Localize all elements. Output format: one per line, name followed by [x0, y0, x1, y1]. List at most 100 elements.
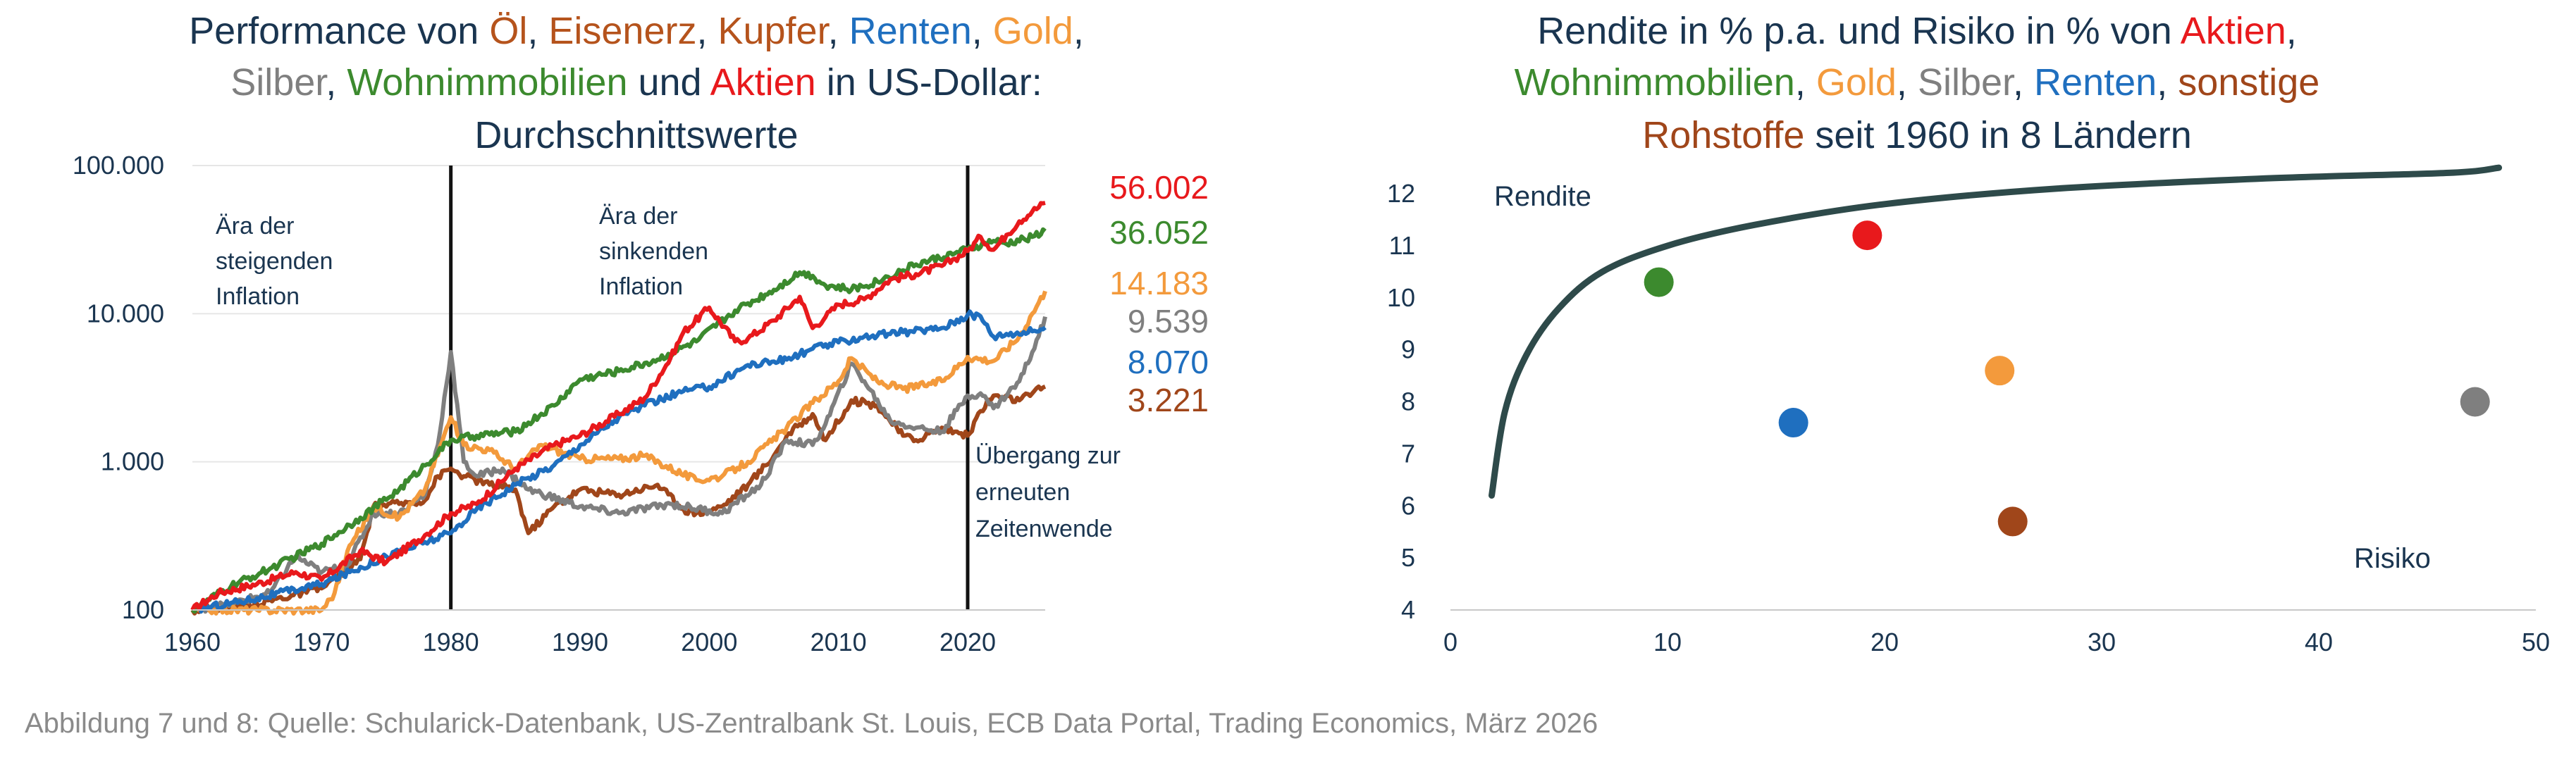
era3-line-1: Übergang zur	[975, 442, 1121, 469]
left-title-1-run-2: ,	[527, 10, 548, 52]
series-line-wohnimmobilien	[191, 227, 1047, 614]
left-y-tick-label: 100	[122, 595, 164, 624]
right-title-line-1: Rendite in % p.a. und Risiko in % von Ak…	[1537, 10, 2297, 52]
left-title-1-run-6: ,	[828, 10, 849, 52]
end-value-labels: 56.002 36.052 14.183 9.539 8.070 3.221	[1109, 169, 1209, 418]
series-line-renten	[190, 309, 1047, 614]
right-x-tick-label: 10	[1653, 628, 1682, 656]
left-x-tick-label: 2000	[681, 628, 737, 656]
right-title-3-run-0: Rohstoffe	[1642, 114, 1804, 156]
era-annotation-turning-point: Übergang zur erneuten Zeitenwende	[975, 442, 1121, 542]
point-silber	[2460, 387, 2490, 417]
era-annotation-falling-inflation: Ära der sinkenden Inflation	[599, 203, 708, 300]
left-title-2-run-3: und	[627, 61, 710, 104]
left-title-line-1: Performance von Öl, Eisenerz, Kupfer, Re…	[189, 10, 1084, 52]
x-axis-label-risiko: Risiko	[2354, 543, 2431, 574]
end-label-gold: 14.183	[1109, 265, 1209, 301]
right-y-tick-label: 6	[1401, 491, 1415, 520]
left-title-1-run-7: Renten	[849, 10, 972, 52]
point-sonstige-rohstoffe	[1997, 506, 2028, 537]
era2-line-3: Inflation	[599, 273, 683, 300]
point-gold	[1985, 356, 2015, 386]
end-label-rohstoffe: 3.221	[1128, 382, 1209, 418]
left-title-line-3: Durchschnittswerte	[474, 114, 798, 156]
right-title-2-run-0: Wohnimmobilien	[1515, 61, 1795, 104]
right-title-2-run-8: sonstige	[2178, 61, 2319, 104]
era1-line-3: Inflation	[216, 283, 300, 310]
left-title-line-2: Silber, Wohnimmobilien und Aktien in US-…	[230, 61, 1042, 104]
right-y-tick-labels: 4 5 6 7 8 9 10 11 12	[1387, 179, 1415, 624]
left-x-tick-label: 2010	[811, 628, 867, 656]
left-title-1-run-0: Performance von	[189, 10, 489, 52]
left-title-1-run-4: ,	[696, 10, 717, 52]
left-y-tick-label: 10.000	[87, 299, 164, 328]
series-line-silber	[191, 316, 1047, 614]
left-title-2-run-1: ,	[326, 61, 347, 104]
era1-line-1: Ära der	[216, 213, 295, 239]
right-title-1-run-0: Rendite in % p.a. und Risiko in % von	[1537, 10, 2181, 52]
right-y-tick-label: 8	[1401, 387, 1415, 416]
right-x-tick-labels: 0 10 20 30 40 50	[1443, 628, 2550, 656]
era-annotation-rising-inflation: Ära der steigenden Inflation	[216, 213, 333, 310]
right-title-2-run-5: ,	[2013, 61, 2034, 104]
left-y-tick-label: 100.000	[73, 151, 164, 180]
series-line-gold	[191, 290, 1047, 616]
left-series-lines	[190, 201, 1047, 616]
left-title-1-run-3: Eisenerz	[548, 10, 696, 52]
point-renten	[1778, 408, 1808, 438]
right-x-tick-label: 50	[2522, 628, 2550, 656]
end-label-renten: 8.070	[1128, 344, 1209, 380]
end-label-wohnimmobilien: 36.052	[1109, 214, 1209, 251]
right-title-2-run-7: ,	[2157, 61, 2178, 104]
left-x-tick-label: 1960	[164, 628, 221, 656]
right-y-tick-label: 5	[1401, 543, 1415, 572]
right-y-tick-label: 9	[1401, 335, 1415, 364]
right-title-line-2: Wohnimmobilien, Gold, Silber, Renten, so…	[1515, 61, 2320, 104]
era2-line-2: sinkenden	[599, 238, 708, 265]
left-y-tick-labels: 100 1.000 10.000 100.000	[73, 151, 164, 624]
point-aktien	[1852, 220, 1882, 251]
left-title-1-run-5: Kupfer	[717, 10, 830, 52]
left-title-2-run-0: Silber	[230, 61, 328, 104]
right-title-3-run-1: seit 1960 in 8 Ländern	[1804, 114, 2191, 156]
right-title-2-run-1: ,	[1795, 61, 1816, 104]
left-title-3-run-0: Durchschnittswerte	[474, 114, 798, 156]
left-title-2-run-5: in US-Dollar:	[816, 61, 1042, 104]
right-y-tick-label: 4	[1401, 595, 1415, 624]
left-title-1-run-8: ,	[972, 10, 993, 52]
left-title-2-run-4: Aktien	[710, 61, 816, 104]
left-title-1-run-9: Gold	[993, 10, 1073, 52]
left-x-tick-label: 1980	[423, 628, 479, 656]
right-x-tick-label: 30	[2088, 628, 2116, 656]
era3-line-2: erneuten	[975, 479, 1070, 506]
left-x-tick-label: 1970	[293, 628, 350, 656]
left-title-2-run-2: Wohnimmobilien	[347, 61, 627, 104]
right-title-2-run-6: Renten	[2034, 61, 2157, 104]
right-title-line-3: Rohstoffe seit 1960 in 8 Ländern	[1642, 114, 2192, 156]
efficient-frontier-curve	[1489, 164, 2503, 499]
asset-points	[1644, 220, 2490, 537]
performance-chart: Performance von Öl, Eisenerz, Kupfer, Re…	[73, 10, 1209, 656]
point-wohnimmobilien	[1644, 267, 1674, 297]
right-y-tick-label: 11	[1389, 231, 1415, 260]
y-axis-label-rendite: Rendite	[1494, 181, 1591, 212]
left-title-1-run-10: ,	[1073, 10, 1084, 52]
left-y-tick-label: 1.000	[101, 447, 164, 476]
right-x-tick-label: 40	[2305, 628, 2333, 656]
left-era-divider-lines	[449, 166, 970, 610]
right-title-1-run-2: ,	[2286, 10, 2297, 52]
right-y-tick-label: 10	[1387, 283, 1415, 312]
left-title-1-run-1: Öl	[489, 10, 527, 52]
right-y-tick-label: 7	[1401, 439, 1415, 468]
right-x-tick-label: 0	[1443, 628, 1458, 656]
era3-line-3: Zeitenwende	[975, 516, 1113, 542]
right-title-2-run-4: Silber	[1918, 61, 2015, 104]
right-title-1-run-1: Aktien	[2181, 10, 2286, 52]
left-x-tick-labels: 1960 1970 1980 1990 2000 2010 2020	[164, 628, 996, 656]
figure-caption: Abbildung 7 und 8: Quelle: Schularick-Da…	[25, 708, 1598, 739]
end-label-silber: 9.539	[1128, 303, 1209, 339]
right-title-2-run-3: ,	[1897, 61, 1918, 104]
left-x-tick-label: 1990	[552, 628, 608, 656]
right-x-tick-label: 20	[1871, 628, 1899, 656]
